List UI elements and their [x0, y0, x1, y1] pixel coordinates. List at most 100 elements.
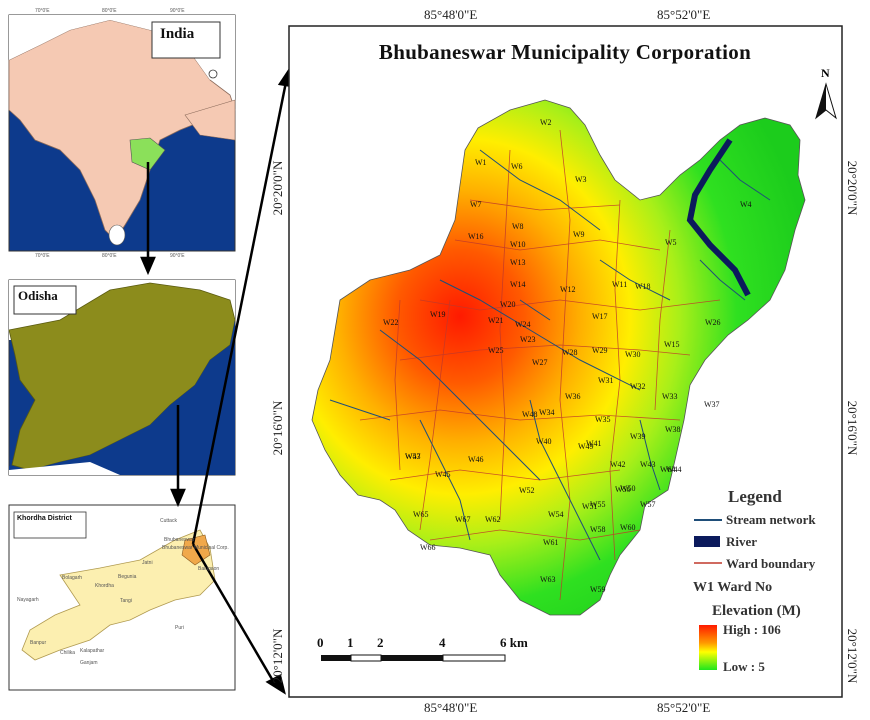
ward-label: W60 [620, 523, 636, 532]
legend-title: Legend [728, 487, 782, 506]
khordha-place-label: Puri [175, 625, 184, 631]
khordha-place-label: Ganjam [80, 660, 98, 666]
ward-label: W2 [540, 118, 552, 127]
ward-label: W29 [592, 346, 608, 355]
ward-label: W50 [620, 484, 636, 493]
odisha-inset-map [8, 279, 236, 476]
india-coord-top-3: 90°0'E [170, 8, 185, 14]
ward-label: W32 [630, 382, 646, 391]
ward-label: W36 [565, 392, 581, 401]
ward-label: W23 [520, 335, 536, 344]
ward-label: W41 [586, 439, 602, 448]
connector-arrows [140, 69, 294, 695]
ward-label: W63 [540, 575, 556, 584]
khordha-land [21, 529, 216, 661]
ward-label: W62 [485, 515, 501, 524]
ward-label: W44 [666, 465, 682, 474]
elevation-colorbar [699, 625, 717, 670]
ward-label: W35 [595, 415, 611, 424]
ward-label: W1 [475, 158, 487, 167]
north-arrow-icon [815, 82, 837, 120]
khordha-place-label: Khordha [95, 583, 114, 589]
map-title: Bhubaneswar Municipality Corporation [378, 40, 752, 64]
ward-label: W59 [590, 585, 606, 594]
ward-label: W34 [539, 408, 555, 417]
ward-label: W21 [488, 316, 504, 325]
coord-right-2: 20°16'0"N [845, 400, 860, 456]
ward-label: W15 [664, 340, 680, 349]
khordha-place-label: Cuttack [160, 518, 177, 524]
khordha-place-label: Kalapathar [80, 648, 105, 654]
ward-label: W49 [578, 442, 594, 451]
khordha-place-label: Begunia [118, 574, 137, 580]
khordha-title: Khordha District [17, 515, 72, 522]
bmc-elevation-map [311, 99, 806, 616]
ward-label: W17 [592, 312, 608, 321]
ward-label: W24 [515, 320, 531, 329]
ward-label: W47 [405, 452, 421, 461]
legend-elevation-low: Low : 5 [723, 659, 765, 674]
coord-right-1: 20°20'0"N [845, 160, 860, 216]
scale-bar [321, 654, 506, 662]
ward-label: W5 [665, 238, 677, 247]
ward-label: W3 [575, 175, 587, 184]
ward-label: W51 [582, 502, 598, 511]
coord-left-1: 20°20'0"N [270, 160, 285, 216]
ward-label: W18 [635, 282, 651, 291]
ward-boundaries [359, 129, 721, 601]
khordha-place-label: Jatni [142, 560, 153, 566]
khordha-place-label: Bolagarh [62, 575, 83, 581]
ward-label: W45 [435, 470, 451, 479]
india-coord-bottom-1: 70°0'E [35, 253, 50, 259]
coord-top-2: 85°52'0"E [657, 7, 711, 22]
khordha-place-label: Nayagarh [17, 597, 39, 603]
legend-river-label: River [726, 534, 758, 549]
ward-label: W8 [512, 222, 524, 231]
khordha-place-label: Bhubaneswar [164, 537, 195, 543]
coord-left-3: 20°12'0"N [270, 628, 285, 684]
legend-elevation-high: High : 106 [723, 622, 781, 637]
ward-label: W46 [468, 455, 484, 464]
scale-label-2: 2 [377, 635, 384, 650]
ward-label: W11 [612, 280, 628, 289]
ward-label: W64 [660, 465, 676, 474]
ward-label: W61 [543, 538, 559, 547]
ward-label: W14 [510, 280, 526, 289]
ward-label: W57 [640, 500, 656, 509]
scale-label-0: 0 [317, 635, 324, 650]
river-line [686, 138, 751, 297]
ward-label: W31 [598, 376, 614, 385]
india-title: India [160, 26, 195, 42]
ward-label: W53 [405, 452, 421, 461]
north-arrow-icon [208, 69, 218, 79]
ward-label: W27 [532, 358, 548, 367]
coord-left-2: 20°16'0"N [270, 400, 285, 456]
scale-label-1: 1 [347, 635, 354, 650]
india-coord-bottom-2: 80°0'E [102, 253, 117, 259]
ward-label: W38 [665, 425, 681, 434]
ward-label: W4 [740, 200, 752, 209]
ward-label: W6 [511, 162, 523, 171]
ward-label: W12 [560, 285, 576, 294]
khordha-place-label: Bhubaneswar Municipal Corp. [162, 545, 229, 551]
coord-right-3: 20°12'0"N [845, 628, 860, 684]
ward-label: W48 [522, 410, 538, 419]
ward-label: W67 [455, 515, 471, 524]
ward-label: W16 [468, 232, 484, 241]
ward-label: W22 [383, 318, 399, 327]
stream-network [329, 149, 771, 561]
north-label: N [821, 66, 830, 80]
ward-label: W33 [662, 392, 678, 401]
khordha-place-label: Banpur [30, 640, 47, 646]
india-coord-top-2: 80°0'E [102, 8, 117, 14]
ward-label: W65 [413, 510, 429, 519]
ward-label: W7 [470, 200, 482, 209]
scale-label-6km: 6 km [500, 635, 528, 650]
ward-label: W55 [590, 500, 606, 509]
india-coord-top-1: 70°0'E [35, 8, 50, 14]
khordha-place-label: Chilika [60, 650, 76, 656]
ward-label: W43 [640, 460, 656, 469]
odisha-title: Odisha [18, 288, 58, 303]
ward-label: W42 [610, 460, 626, 469]
legend-elevation-title: Elevation (M) [712, 603, 801, 619]
